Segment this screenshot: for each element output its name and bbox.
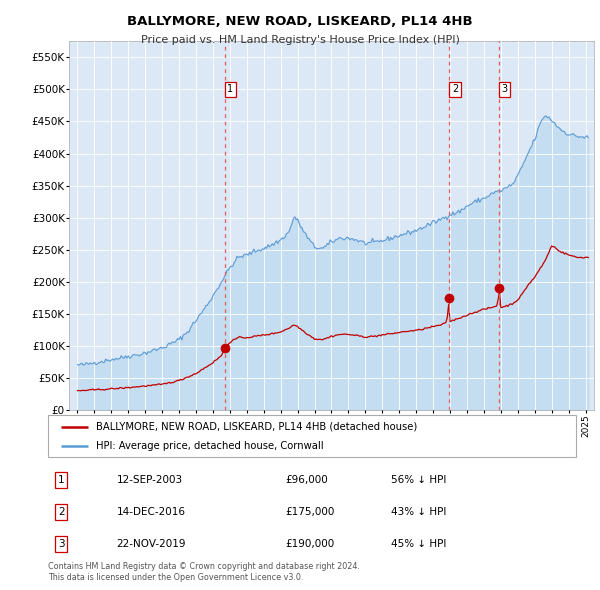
Text: This data is licensed under the Open Government Licence v3.0.: This data is licensed under the Open Gov… bbox=[48, 573, 304, 582]
Text: HPI: Average price, detached house, Cornwall: HPI: Average price, detached house, Corn… bbox=[95, 441, 323, 451]
Text: 22-NOV-2019: 22-NOV-2019 bbox=[116, 539, 186, 549]
Text: 2: 2 bbox=[452, 84, 458, 94]
Text: 3: 3 bbox=[58, 539, 65, 549]
Text: Price paid vs. HM Land Registry's House Price Index (HPI): Price paid vs. HM Land Registry's House … bbox=[140, 35, 460, 45]
Text: BALLYMORE, NEW ROAD, LISKEARD, PL14 4HB (detached house): BALLYMORE, NEW ROAD, LISKEARD, PL14 4HB … bbox=[95, 422, 417, 432]
FancyBboxPatch shape bbox=[48, 415, 576, 457]
Text: £190,000: £190,000 bbox=[286, 539, 335, 549]
Text: 2: 2 bbox=[58, 507, 65, 517]
Text: 14-DEC-2016: 14-DEC-2016 bbox=[116, 507, 185, 517]
Text: 45% ↓ HPI: 45% ↓ HPI bbox=[391, 539, 446, 549]
Text: 43% ↓ HPI: 43% ↓ HPI bbox=[391, 507, 446, 517]
Text: 12-SEP-2003: 12-SEP-2003 bbox=[116, 475, 183, 484]
Text: Contains HM Land Registry data © Crown copyright and database right 2024.: Contains HM Land Registry data © Crown c… bbox=[48, 562, 360, 571]
Text: 56% ↓ HPI: 56% ↓ HPI bbox=[391, 475, 446, 484]
Text: 3: 3 bbox=[502, 84, 508, 94]
Text: 1: 1 bbox=[227, 84, 233, 94]
Text: BALLYMORE, NEW ROAD, LISKEARD, PL14 4HB: BALLYMORE, NEW ROAD, LISKEARD, PL14 4HB bbox=[127, 15, 473, 28]
Text: 1: 1 bbox=[58, 475, 65, 484]
Text: £96,000: £96,000 bbox=[286, 475, 328, 484]
Text: £175,000: £175,000 bbox=[286, 507, 335, 517]
